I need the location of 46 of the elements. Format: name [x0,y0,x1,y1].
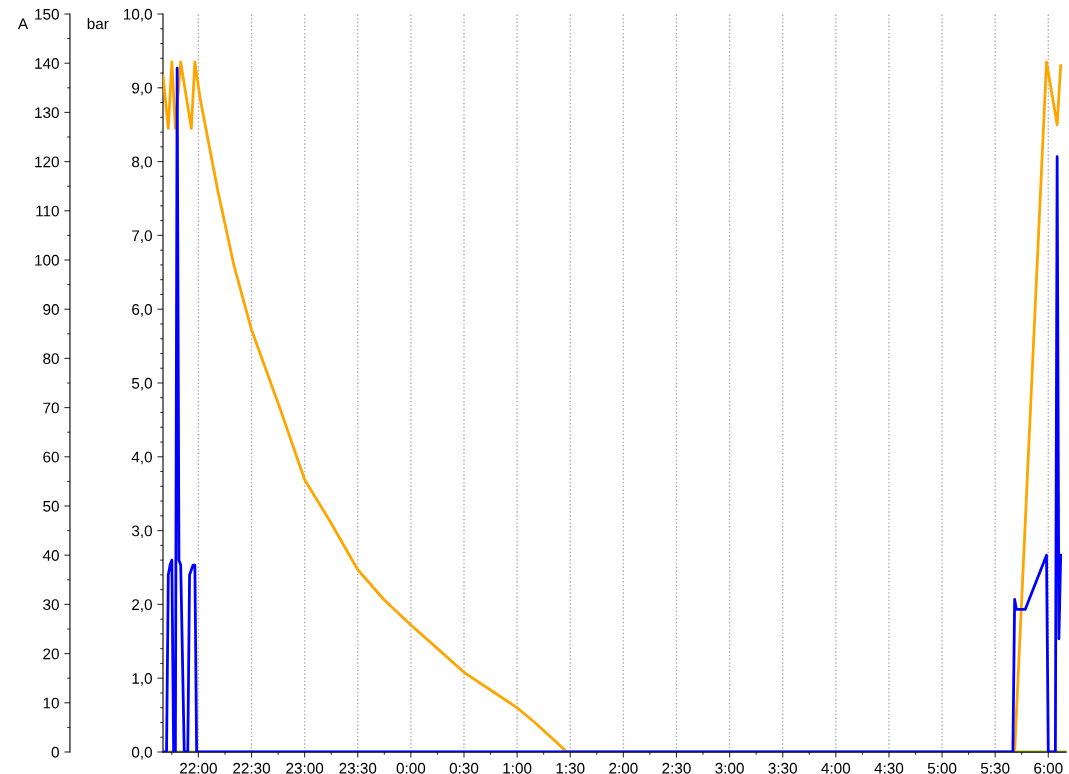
x-tick-label: 23:30 [339,762,377,774]
x-tick-label: 22:30 [233,762,271,774]
x-tick-label: 4:00 [821,762,851,774]
x-tick-label: 1:00 [503,762,532,774]
x-tick-label: 0:30 [449,762,479,774]
x-tick-label: 3:30 [768,762,797,774]
x-tick-label: 6:00 [1034,762,1063,774]
y2-tick-label: 140 [35,58,59,69]
y-tick-label: 1,0 [132,673,152,686]
x-tick-label: 5:00 [927,762,957,774]
y-tick-label: 6,0 [132,304,152,317]
y-tick-label: 4,0 [131,451,152,465]
y-tick-label: 10,0 [124,8,152,22]
y2-tick-label: 20 [43,648,59,660]
y-axis-title: bar [87,17,109,30]
y2-tick-label: 90 [43,304,59,315]
y-tick-label: 5,0 [131,377,152,391]
y2-tick-label: 130 [35,107,59,119]
y2-tick-label: 10 [43,697,59,709]
y2-tick-label: 0 [51,746,59,758]
x-tick-label: 5:30 [980,762,1010,774]
y2-tick-label: 30 [43,599,59,611]
y-tick-label: 2,0 [132,599,152,612]
y2-axis-title: A [17,18,29,30]
y-tick-label: 3,0 [131,525,152,539]
y2-tick-label: 110 [36,205,59,217]
y2-tick-label: 100 [35,254,59,266]
x-tick-label: 0:00 [396,762,426,774]
x-tick-label: 23:00 [286,762,324,774]
x-tick-label: 2:00 [609,762,638,774]
x-tick-label: 3:00 [715,762,744,774]
y2-tick-label: 70 [43,402,59,414]
x-tick-label: 1:30 [556,762,585,774]
x-tick-label: 22:00 [180,762,217,774]
y2-tick-label: 150 [35,8,59,20]
y-tick-label: 7,0 [132,230,152,243]
y-tick-label: 8,0 [132,156,152,170]
y-tick-label: 0,0 [131,746,152,760]
y2-tick-label: 60 [43,451,59,463]
x-tick-label: 2:30 [662,762,691,774]
y2-tick-label: 80 [43,353,59,365]
x-tick-label: 4:30 [874,762,904,774]
y-tick-label: 9,0 [132,82,152,96]
y2-tick-label: 40 [42,550,59,561]
y2-tick-label: 50 [43,500,59,512]
y2-tick-label: 120 [35,156,59,168]
